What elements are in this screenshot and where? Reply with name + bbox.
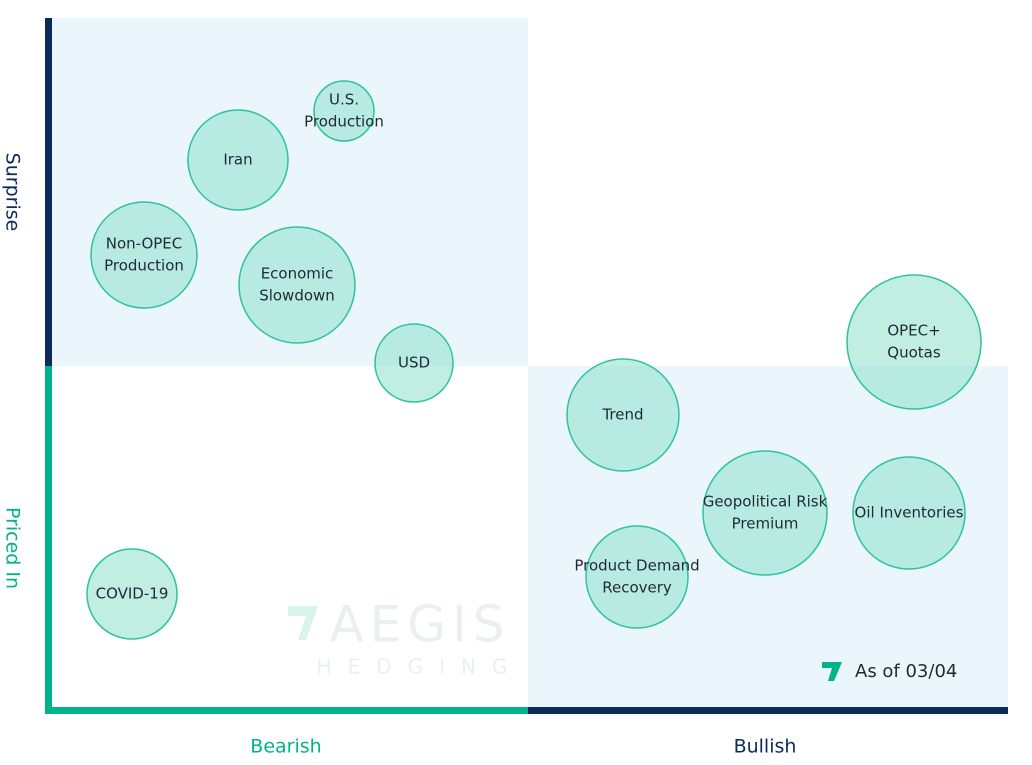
y-bottom-label: Priced In [2, 507, 24, 589]
bubble [702, 450, 828, 576]
watermark: AEGIS HEDGING [288, 596, 524, 679]
axis-priced-in [45, 366, 52, 714]
bubble-label: Quotas [887, 344, 941, 362]
x-right-label: Bullish [734, 736, 797, 758]
bubble-label: COVID-19 [96, 585, 169, 603]
watermark-brand: AEGIS [329, 596, 510, 654]
watermark-sub: HEDGING [317, 655, 524, 679]
bubble-label: Production [304, 113, 384, 131]
bubble-label: Recovery [602, 579, 672, 597]
axis-surprise [45, 18, 52, 366]
y-top-label: Surprise [2, 153, 24, 232]
bubble-label: Production [104, 257, 184, 275]
as-of-icon [822, 662, 842, 681]
bubble [852, 456, 966, 570]
bubble-label: Geopolitical Risk [703, 493, 828, 511]
watermark-logo [288, 606, 318, 640]
as-of-label: As of 03/04 [855, 661, 957, 682]
bubble [313, 80, 375, 142]
bubble [374, 323, 454, 403]
bubble-label: Oil Inventories [855, 504, 964, 522]
bubble [585, 525, 689, 629]
bubble-label: OPEC+ [887, 322, 940, 340]
bubble-label: Slowdown [259, 287, 335, 305]
bubble-label: USD [398, 354, 430, 372]
bubble-label: Premium [732, 515, 799, 533]
bubble [238, 226, 356, 344]
bubble-label: Iran [223, 151, 252, 169]
bubbles: U.S. Production Iran Non-OPEC Production Econ… [86, 80, 982, 640]
x-left-label: Bearish [250, 736, 321, 758]
bubble-label: Non-OPEC [106, 235, 183, 253]
bubble-label: Trend [601, 406, 643, 424]
bubble [90, 201, 198, 309]
bubble-label: U.S. [329, 91, 359, 109]
axis-bearish [45, 707, 528, 714]
bubble [566, 358, 680, 472]
bubble [187, 109, 289, 211]
bubble [846, 274, 982, 410]
bubble [86, 548, 178, 640]
bubble-label: Product Demand [574, 557, 699, 575]
axis-bullish [528, 707, 1008, 714]
bubble-label: Economic [261, 265, 334, 283]
